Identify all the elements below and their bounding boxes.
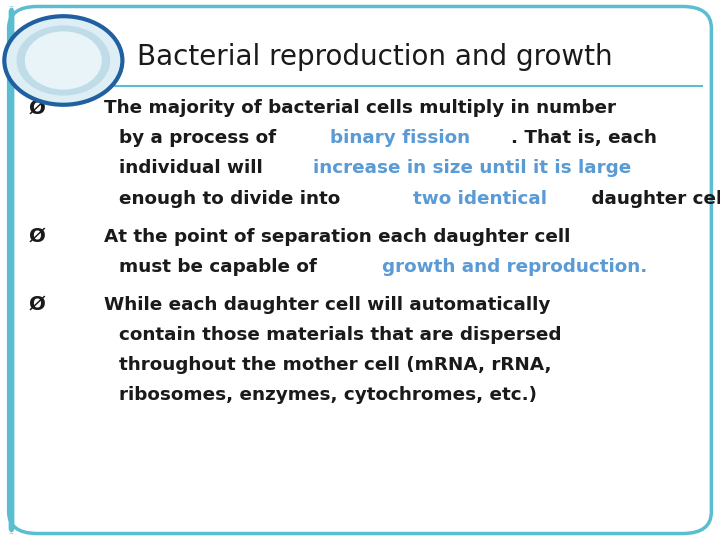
- Circle shape: [4, 16, 122, 105]
- Text: must be capable of: must be capable of: [119, 258, 323, 276]
- Text: Ø: Ø: [29, 227, 45, 246]
- Text: Ø: Ø: [29, 295, 45, 314]
- FancyBboxPatch shape: [7, 6, 16, 534]
- Circle shape: [17, 25, 110, 96]
- Text: contain those materials that are dispersed: contain those materials that are dispers…: [119, 326, 562, 344]
- Text: ribosomes, enzymes, cytochromes, etc.): ribosomes, enzymes, cytochromes, etc.): [119, 386, 537, 404]
- Text: The majority of bacterial cells multiply in number: The majority of bacterial cells multiply…: [104, 99, 616, 117]
- Text: Bacterial reproduction and growth: Bacterial reproduction and growth: [137, 43, 612, 71]
- Text: . That is, each: . That is, each: [510, 129, 657, 147]
- Circle shape: [26, 32, 101, 89]
- FancyBboxPatch shape: [9, 6, 711, 534]
- Text: At the point of separation each daughter cell: At the point of separation each daughter…: [104, 227, 571, 246]
- Text: Ø: Ø: [29, 98, 45, 118]
- Text: individual will: individual will: [119, 159, 269, 178]
- Text: by a process of: by a process of: [119, 129, 282, 147]
- Text: two identical: two identical: [413, 190, 546, 208]
- Text: While each daughter cell will automatically: While each daughter cell will automatica…: [104, 295, 551, 314]
- Text: growth and reproduction.: growth and reproduction.: [382, 258, 647, 276]
- Text: enough to divide into: enough to divide into: [119, 190, 346, 208]
- Text: increase in size until it is large: increase in size until it is large: [312, 159, 631, 178]
- Text: binary fission: binary fission: [330, 129, 470, 147]
- Text: daughter cells.: daughter cells.: [585, 190, 720, 208]
- Text: throughout the mother cell (mRNA, rRNA,: throughout the mother cell (mRNA, rRNA,: [119, 356, 552, 374]
